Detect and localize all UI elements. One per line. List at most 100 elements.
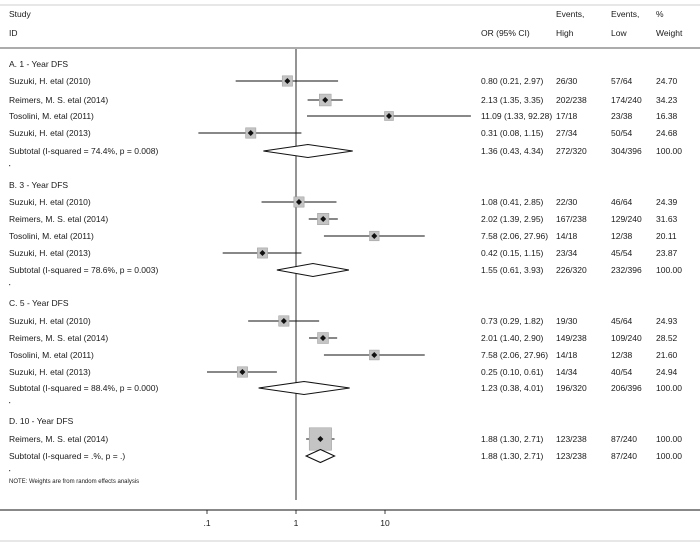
study-events-low: 87/240 xyxy=(611,434,637,444)
point-estimate xyxy=(239,369,246,375)
header-id: ID xyxy=(9,28,18,38)
study-or-ci: 1.08 (0.41, 2.85) xyxy=(481,197,544,207)
study-events-high: 17/18 xyxy=(556,111,578,121)
x-tick-label: 1 xyxy=(294,518,299,528)
study-name: Tosolini, M. etal (2011) xyxy=(9,111,94,121)
study-events-high: 167/238 xyxy=(556,214,587,224)
header-low: Low xyxy=(611,28,627,38)
row-separator xyxy=(9,165,11,167)
study-events-low: 174/240 xyxy=(611,95,642,105)
study-events-high: 202/238 xyxy=(556,95,587,105)
header-events-low: Events, xyxy=(611,9,639,19)
study-name: Reimers, M. S. etal (2014) xyxy=(9,434,108,444)
point-estimate xyxy=(247,130,254,136)
row-separator xyxy=(9,470,11,472)
study-events-high: 149/238 xyxy=(556,333,587,343)
study-name: Suzuki, H. etal (2010) xyxy=(9,76,91,86)
study-or-ci: 11.09 (1.33, 92.28) xyxy=(481,111,552,121)
subtotal-or-ci: 1.36 (0.43, 4.34) xyxy=(481,146,544,156)
study-or-ci: 0.80 (0.21, 2.97) xyxy=(481,76,544,86)
study-events-low: 109/240 xyxy=(611,333,642,343)
study-name: Tosolini, M. etal (2011) xyxy=(9,350,94,360)
point-estimate xyxy=(284,78,291,84)
group-label: D. 10 - Year DFS xyxy=(9,416,74,426)
study-events-low: 129/240 xyxy=(611,214,642,224)
subtotal-weight: 100.00 xyxy=(656,146,682,156)
x-tick-label: 10 xyxy=(380,518,390,528)
subtotal-or-ci: 1.55 (0.61, 3.93) xyxy=(481,265,544,275)
study-or-ci: 2.02 (1.39, 2.95) xyxy=(481,214,544,224)
footnote: NOTE: Weights are from random effects an… xyxy=(9,479,139,485)
study-events-low: 50/54 xyxy=(611,128,633,138)
subtotal-events-high: 196/320 xyxy=(556,383,587,393)
study-events-low: 12/38 xyxy=(611,231,633,241)
row-separator xyxy=(9,284,11,286)
study-or-ci: 7.58 (2.06, 27.96) xyxy=(481,231,548,241)
study-name: Tosolini, M. etal (2011) xyxy=(9,231,94,241)
subtotal-weight: 100.00 xyxy=(656,451,682,461)
point-estimate xyxy=(259,250,266,256)
point-estimate xyxy=(371,233,378,239)
study-weight: 21.60 xyxy=(656,350,678,360)
subtotal-weight: 100.00 xyxy=(656,265,682,275)
point-estimate xyxy=(320,216,327,222)
study-events-high: 123/238 xyxy=(556,434,587,444)
study-name: Reimers, M. S. etal (2014) xyxy=(9,333,108,343)
study-weight: 28.52 xyxy=(656,333,678,343)
study-weight: 16.38 xyxy=(656,111,678,121)
point-estimate xyxy=(295,199,302,205)
study-weight: 24.68 xyxy=(656,128,678,138)
study-weight: 23.87 xyxy=(656,248,678,258)
study-events-high: 26/30 xyxy=(556,76,578,86)
study-weight: 100.00 xyxy=(656,434,682,444)
study-or-ci: 2.13 (1.35, 3.35) xyxy=(481,95,544,105)
header-events-high: Events, xyxy=(556,9,584,19)
subtotal-events-high: 272/320 xyxy=(556,146,587,156)
subtotal-label: Subtotal (I-squared = .%, p = .) xyxy=(9,451,125,461)
study-or-ci: 0.42 (0.15, 1.15) xyxy=(481,248,544,258)
study-name: Suzuki, H. etal (2013) xyxy=(9,248,91,258)
subtotal-diamond xyxy=(263,143,353,159)
study-events-high: 14/18 xyxy=(556,350,578,360)
study-events-low: 40/54 xyxy=(611,367,633,377)
group-label: C. 5 - Year DFS xyxy=(9,298,69,308)
point-estimate xyxy=(280,318,287,324)
point-estimate xyxy=(317,436,324,442)
header-study: Study xyxy=(9,9,31,19)
study-name: Suzuki, H. etal (2013) xyxy=(9,128,91,138)
study-events-low: 45/64 xyxy=(611,316,633,326)
study-weight: 24.94 xyxy=(656,367,678,377)
subtotal-label: Subtotal (I-squared = 88.4%, p = 0.000) xyxy=(9,383,158,393)
subtotal-events-low: 87/240 xyxy=(611,451,637,461)
subtotal-label: Subtotal (I-squared = 74.4%, p = 0.008) xyxy=(9,146,158,156)
row-separator xyxy=(9,402,11,404)
subtotal-events-high: 226/320 xyxy=(556,265,587,275)
study-events-low: 45/54 xyxy=(611,248,633,258)
subtotal-diamond xyxy=(276,262,349,278)
subtotal-diamond xyxy=(304,448,336,464)
subtotal-events-low: 304/396 xyxy=(611,146,642,156)
point-estimate xyxy=(322,97,329,103)
study-name: Suzuki, H. etal (2010) xyxy=(9,316,91,326)
subtotal-or-ci: 1.88 (1.30, 2.71) xyxy=(481,451,544,461)
study-or-ci: 0.73 (0.29, 1.82) xyxy=(481,316,544,326)
study-weight: 24.39 xyxy=(656,197,678,207)
study-name: Reimers, M. S. etal (2014) xyxy=(9,214,108,224)
study-weight: 24.93 xyxy=(656,316,678,326)
study-events-high: 19/30 xyxy=(556,316,578,326)
study-events-low: 57/64 xyxy=(611,76,633,86)
study-or-ci: 0.31 (0.08, 1.15) xyxy=(481,128,544,138)
study-events-low: 46/64 xyxy=(611,197,633,207)
study-name: Suzuki, H. etal (2010) xyxy=(9,197,91,207)
point-estimate xyxy=(385,113,392,119)
subtotal-events-high: 123/238 xyxy=(556,451,587,461)
study-events-low: 23/38 xyxy=(611,111,633,121)
study-events-low: 12/38 xyxy=(611,350,633,360)
study-weight: 20.11 xyxy=(656,231,677,241)
group-label: B. 3 - Year DFS xyxy=(9,180,68,190)
x-tick-label: .1 xyxy=(203,518,210,528)
study-events-high: 22/30 xyxy=(556,197,578,207)
subtotal-events-low: 232/396 xyxy=(611,265,642,275)
study-weight: 31.63 xyxy=(656,214,678,224)
